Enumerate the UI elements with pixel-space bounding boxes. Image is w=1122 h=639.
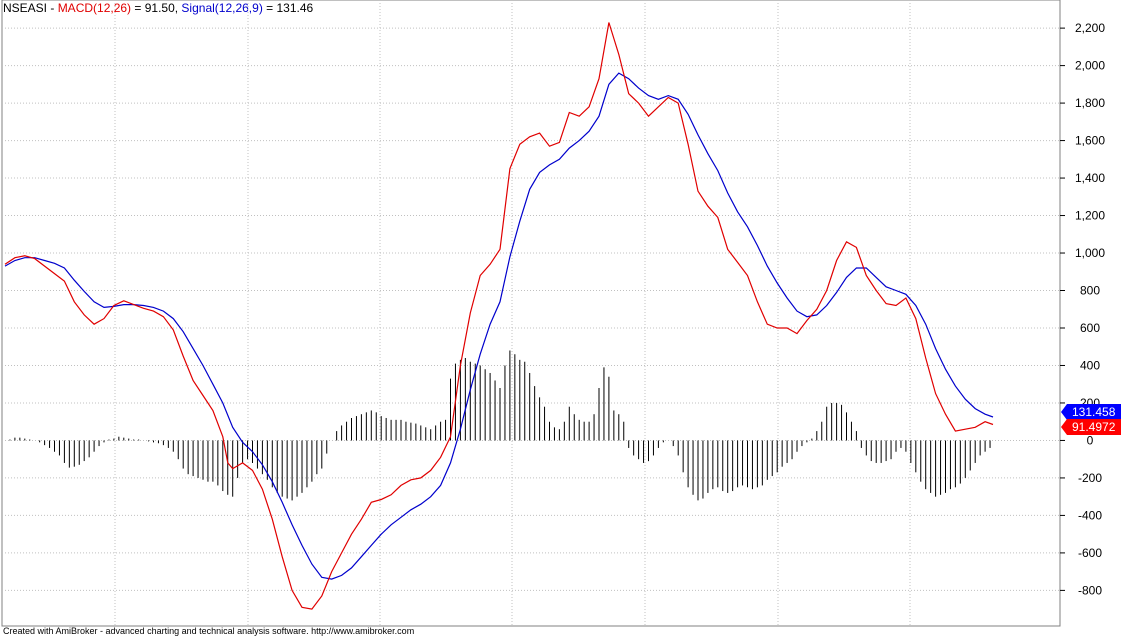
last-value-badges: 131.458 91.4972: [1061, 404, 1121, 435]
line-series: [4, 22, 994, 610]
y-tick-label: 1,200: [1075, 209, 1105, 223]
y-axis: 2,200 2,000 1,800 1,600 1,400 1,200 1,000 800 60…: [1060, 21, 1105, 597]
y-tick-label: 1,600: [1075, 134, 1105, 148]
signal-last-badge: 131.458: [1061, 404, 1121, 420]
macd-line: [4, 22, 994, 610]
y-tick-label: -200: [1078, 471, 1102, 485]
y-tick-label: 2,000: [1075, 59, 1105, 73]
y-tick-label: 400: [1080, 358, 1100, 372]
macd-legend-label: MACD(12,26): [57, 1, 132, 15]
y-tick-label: 2,200: [1075, 21, 1105, 35]
signal-legend-value: = 131.46: [262, 1, 314, 15]
signal-legend-label: Signal(12,26,9): [181, 1, 263, 15]
macd-legend-value: = 91.50,: [131, 1, 182, 15]
y-tick-label: 800: [1080, 284, 1100, 298]
signal-line: [4, 72, 994, 580]
y-tick-label: 1,800: [1075, 96, 1105, 110]
histogram-series: [9, 350, 991, 501]
macd-last-badge: 91.4972: [1061, 419, 1121, 435]
y-tick-label: 0: [1087, 433, 1094, 447]
macd-last-value: 91.4972: [1072, 420, 1116, 434]
header-separator: -: [47, 1, 58, 15]
footer-credit: Created with AmiBroker - advanced charti…: [3, 626, 415, 636]
y-tick-label: -600: [1078, 546, 1102, 560]
ticker-label: NSEASI: [3, 1, 48, 15]
chart-header: NSEASI - MACD(12,26) = 91.50, Signal(12,…: [3, 1, 313, 15]
y-tick-label: -800: [1078, 583, 1102, 597]
signal-last-value: 131.458: [1072, 405, 1116, 419]
y-tick-label: 1,400: [1075, 171, 1105, 185]
grid: [1, 0, 1061, 627]
y-tick-label: -400: [1078, 508, 1102, 522]
plot-frame: [1, 0, 1061, 627]
signal-last-badge-shape: [1061, 404, 1121, 420]
macd-last-badge-shape: [1061, 419, 1121, 435]
y-tick-label: 1,000: [1075, 246, 1105, 260]
y-tick-label: 600: [1080, 321, 1100, 335]
